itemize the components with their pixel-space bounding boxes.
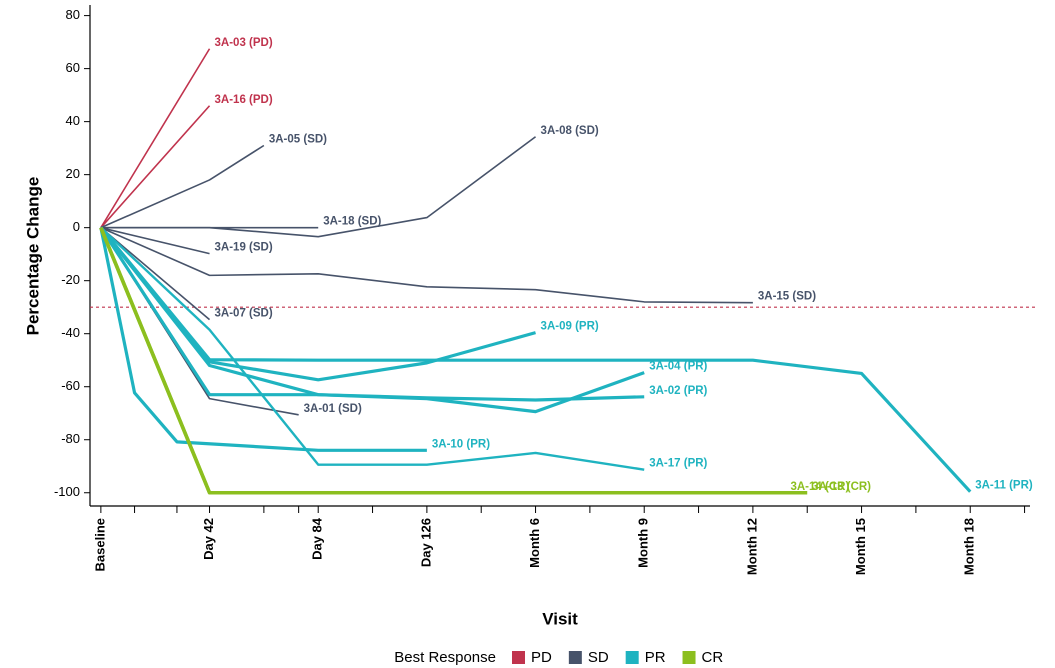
series-label: 3A-15 (SD) [758, 291, 816, 303]
series-line [99, 226, 972, 493]
y-tick-label: 60 [66, 60, 80, 75]
series-line [100, 105, 211, 229]
series-label: 3A-09 (PR) [541, 321, 599, 333]
legend-title: Best Response [394, 649, 496, 666]
series-line [100, 48, 211, 229]
series-line [99, 226, 536, 382]
x-axis-title: Visit [542, 609, 578, 628]
series-label: 3A-19 (SD) [215, 242, 273, 254]
series-line [99, 226, 645, 414]
series-label: 3A-05 (SD) [269, 134, 327, 146]
series-line [100, 144, 265, 229]
x-tick-label: Day 42 [201, 518, 216, 560]
series-line [99, 227, 427, 452]
legend-label: PR [645, 649, 666, 666]
series-label: 3A-01 (SD) [304, 403, 362, 415]
series-label: 3A-02 (PR) [649, 385, 707, 397]
x-tick-label: Day 84 [310, 517, 325, 560]
series-label: 3A-03 (PD) [215, 37, 273, 49]
y-tick-label: 80 [66, 7, 80, 22]
y-tick-label: -40 [61, 325, 80, 340]
series-line [100, 226, 210, 255]
legend-swatch [625, 651, 639, 664]
legend-label: SD [588, 649, 609, 666]
series-line [100, 136, 537, 238]
series-line [99, 226, 645, 402]
series-label: 3A-10 (PR) [432, 438, 490, 450]
x-tick-label: Baseline [92, 518, 107, 571]
series-line [100, 227, 211, 321]
x-tick-label: Month 18 [962, 518, 977, 575]
y-tick-label: -80 [61, 431, 80, 446]
y-tick-label: -100 [54, 484, 80, 499]
x-tick-label: Month 12 [744, 518, 759, 575]
series-label: 3A-16 (PD) [215, 94, 273, 106]
series-label: 3A-13 (CR) [812, 481, 871, 493]
x-tick-label: Month 6 [527, 518, 542, 568]
series-label: 3A-17 (PR) [649, 458, 707, 470]
x-tick-label: Day 126 [418, 518, 433, 567]
series-label: 3A-18 (SD) [323, 216, 381, 228]
legend-label: PD [531, 649, 552, 666]
series-label: 3A-04 (PR) [649, 361, 707, 373]
series-line [99, 226, 808, 495]
series-label: 3A-14 (CR) [790, 481, 849, 493]
x-tick-label: Month 9 [636, 518, 651, 568]
legend-label: CR [702, 649, 724, 666]
x-tick-label: Month 15 [853, 518, 868, 575]
series-line [100, 226, 753, 304]
series-label: 3A-07 (SD) [215, 308, 273, 320]
series-line [100, 226, 645, 471]
y-tick-label: 40 [66, 113, 80, 128]
y-axis-title: Percentage Change [23, 177, 42, 336]
y-tick-label: 0 [73, 219, 80, 234]
y-tick-label: -20 [61, 272, 80, 287]
series-label: 3A-08 (SD) [541, 125, 599, 137]
legend-swatch [512, 651, 525, 664]
y-tick-label: -60 [61, 378, 80, 393]
y-tick-label: 20 [66, 166, 80, 181]
series-label: 3A-11 (PR) [975, 480, 1033, 492]
legend-swatch [568, 651, 582, 664]
legend-swatch [682, 651, 696, 664]
